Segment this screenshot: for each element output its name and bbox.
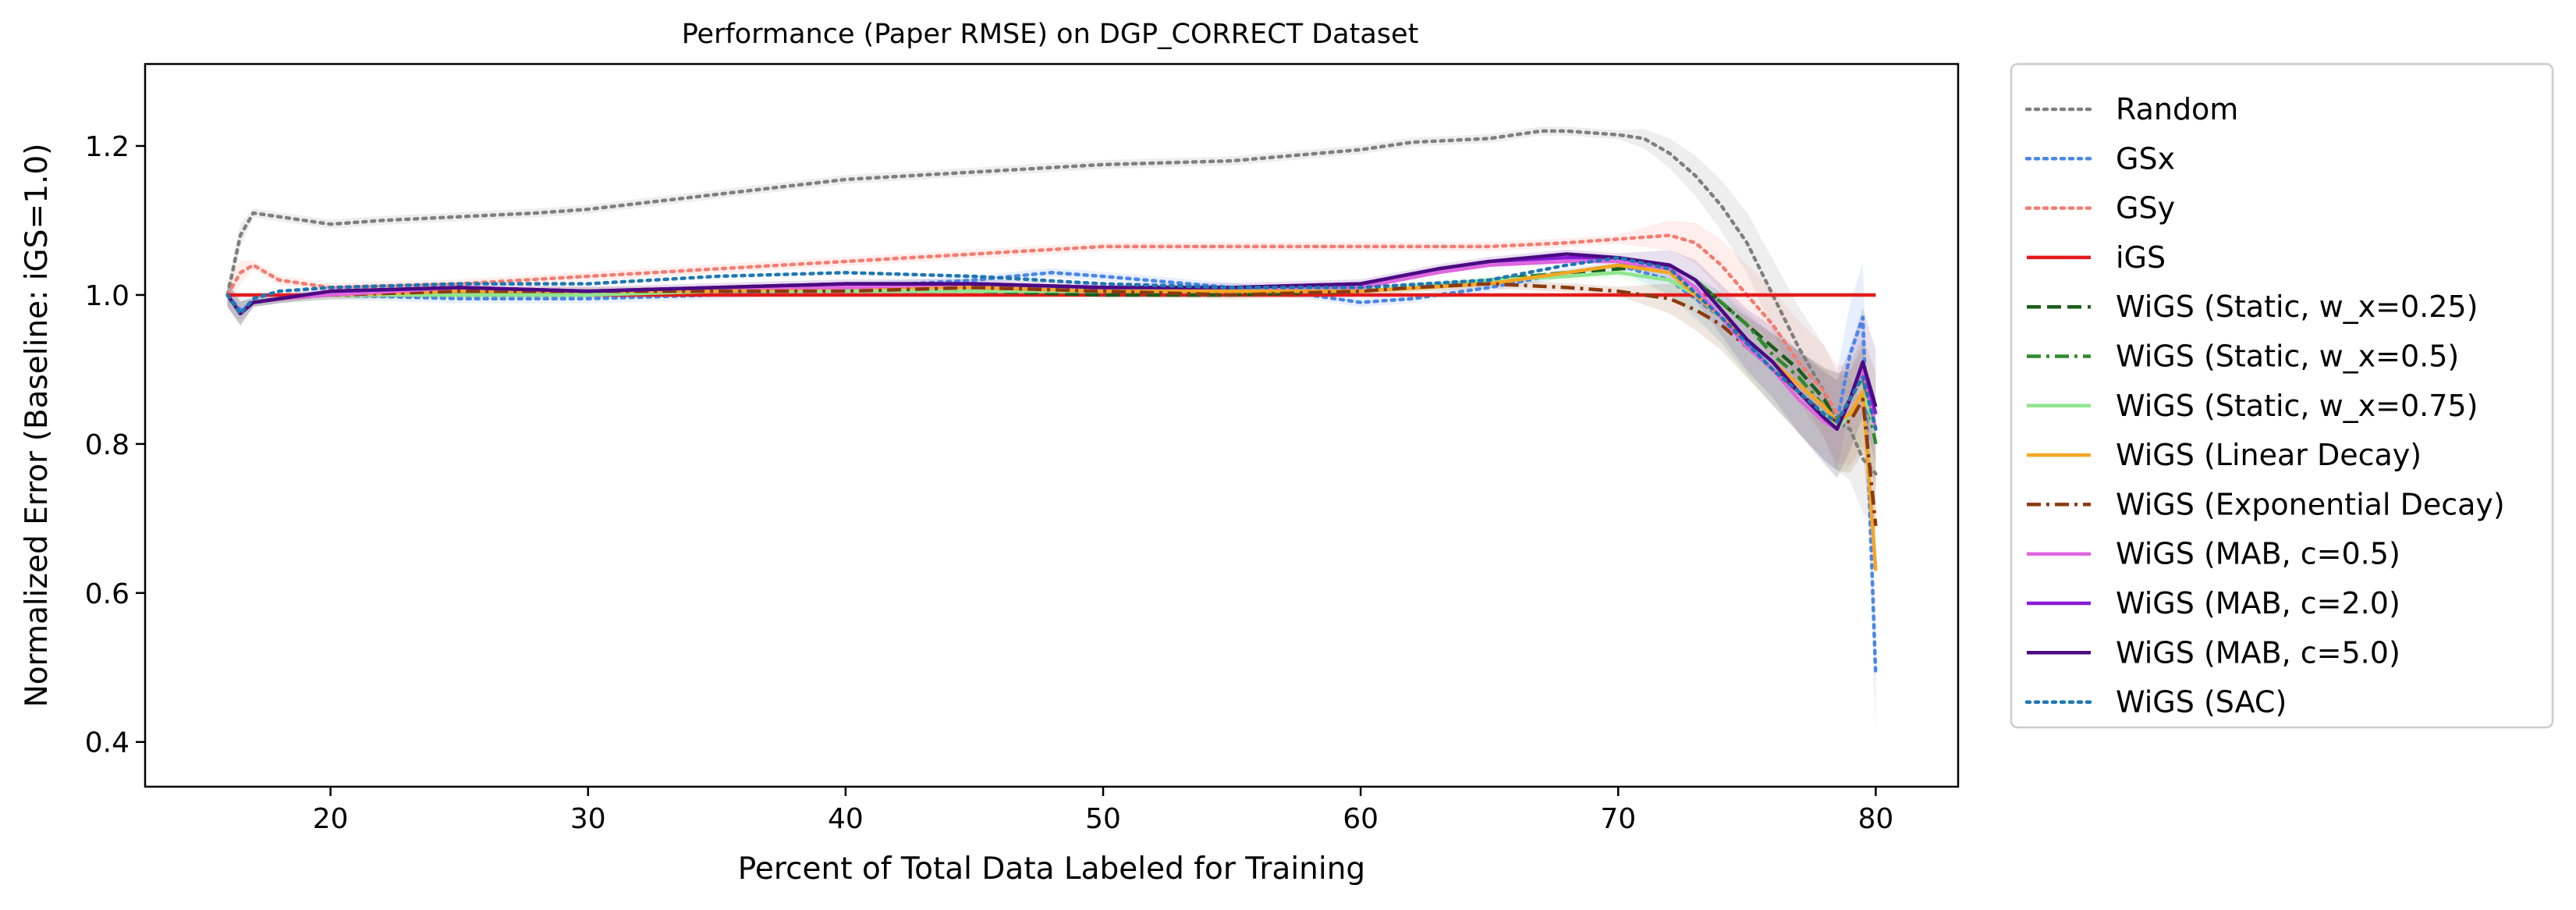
legend-label: iGS: [2116, 240, 2166, 275]
y-tick-label: 0.8: [85, 429, 130, 461]
series-line: [225, 129, 1878, 476]
legend-label: WiGS (Static, w_x=0.5): [2116, 339, 2459, 374]
x-tick-label: 50: [1085, 803, 1121, 835]
legend-label: WiGS (Static, w_x=0.25): [2116, 290, 2478, 324]
legend-label: Random: [2116, 92, 2238, 126]
legend-label: GSx: [2116, 141, 2175, 176]
legend-label: WiGS (Linear Decay): [2116, 438, 2422, 472]
x-tick-label: 70: [1600, 803, 1636, 835]
series-band: [227, 220, 1876, 486]
x-tick-label: 40: [828, 803, 864, 835]
x-tick-label: 80: [1857, 803, 1893, 835]
x-axis-label: Percent of Total Data Labeled for Traini…: [738, 851, 1365, 887]
chart-title: Performance (Paper RMSE) on DGP_CORRECT …: [682, 19, 1419, 50]
legend-label: WiGS (MAB, c=2.0): [2116, 586, 2400, 620]
x-tick-label: 60: [1343, 803, 1378, 835]
x-tick-label: 30: [570, 803, 606, 835]
y-tick-label: 0.4: [85, 727, 130, 759]
series-band: [227, 265, 1876, 486]
y-tick-label: 1.0: [85, 280, 130, 312]
legend-label: WiGS (SAC): [2116, 685, 2287, 720]
legend-label: WiGS (MAB, c=5.0): [2116, 635, 2400, 670]
y-tick-label: 0.6: [85, 578, 130, 610]
series-line: [225, 255, 1878, 432]
y-tick-label: 1.2: [85, 131, 130, 163]
y-axis-label: Normalized Error (Baseline: iGS=1.0): [20, 144, 55, 708]
plot-frame: [144, 62, 1960, 788]
legend-label: WiGS (Static, w_x=0.75): [2116, 389, 2478, 423]
legend-label: WiGS (MAB, c=0.5): [2116, 537, 2400, 571]
legend: Random GSx GSy iGS WiGS (Static, w_x=0.25) Wi…: [2010, 62, 2554, 729]
legend-label: GSy: [2116, 191, 2175, 226]
legend-label: WiGS (Exponential Decay): [2116, 487, 2505, 521]
legend-frame: [2010, 62, 2554, 729]
x-tick-label: 20: [313, 803, 349, 835]
series-line: [225, 259, 1878, 432]
